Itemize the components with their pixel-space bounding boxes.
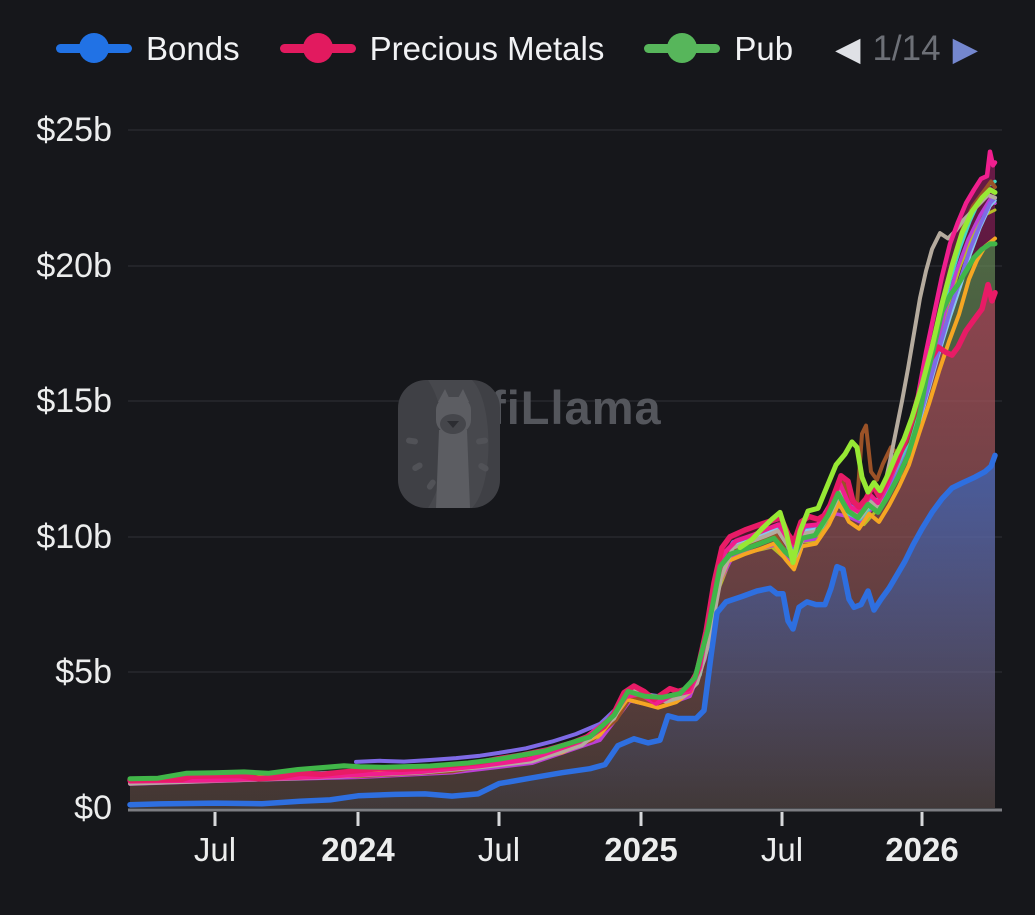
series-line-bonds[interactable] xyxy=(127,452,998,808)
legend-label: Pub xyxy=(734,29,794,67)
legend-next-arrow[interactable]: ▶ xyxy=(952,28,978,68)
y-axis-label: $25b xyxy=(36,111,112,149)
legend-page-indicator: 1/14 xyxy=(872,28,941,68)
y-axis-label: $20b xyxy=(36,247,112,285)
y-axis-label: $0 xyxy=(74,789,112,827)
legend-label: Precious Metals xyxy=(369,29,605,67)
legend-items: Bonds Precious Metals Pub xyxy=(56,32,793,65)
x-axis-label: 2026 xyxy=(885,831,959,868)
series-line-lime[interactable] xyxy=(737,187,998,566)
y-axis-label: $5b xyxy=(55,653,112,691)
bonds-area xyxy=(130,455,995,808)
y-axis-label: $10b xyxy=(36,518,112,556)
legend-marker-icon xyxy=(56,33,132,63)
legend-marker-icon xyxy=(644,33,721,63)
y-axis-label: $15b xyxy=(36,382,112,420)
x-axis-label: Jul xyxy=(760,831,804,868)
legend-item-pub[interactable]: Pub xyxy=(644,32,793,65)
x-axis-label: Jul xyxy=(477,831,521,868)
legend: Bonds Precious Metals Pub ◀ 1/14 ▶ xyxy=(56,22,1015,74)
legend-label: Bonds xyxy=(146,29,240,67)
series-line-magenta[interactable] xyxy=(128,197,997,786)
x-axis-label: 2025 xyxy=(604,831,678,868)
x-axis-label: 2024 xyxy=(321,831,395,868)
legend-pager: ◀ 1/14 ▶ xyxy=(835,31,978,66)
legend-prev-arrow[interactable]: ◀ xyxy=(835,28,861,68)
legend-marker-icon xyxy=(279,33,356,63)
legend-item-precious-metals[interactable]: Precious Metals xyxy=(279,29,605,67)
legend-item-bonds[interactable]: Bonds xyxy=(56,32,240,65)
x-axis-label: Jul xyxy=(193,831,237,868)
